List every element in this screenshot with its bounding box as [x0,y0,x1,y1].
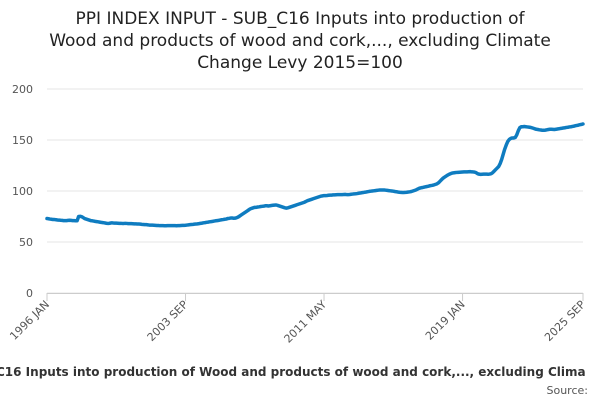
y-tick-label: 100 [12,185,33,198]
source: Source: [547,384,589,397]
y-tick-label: 150 [12,134,33,147]
y-tick-label: 200 [12,83,33,96]
chart-title: Change Levy 2015=100 [197,53,403,73]
chart-title: Wood and products of wood and cork,..., … [49,31,551,51]
x-tick-label: 1996 JAN [7,298,52,343]
caption: C16 Inputs into production of Wood and p… [0,365,586,379]
data-line [45,122,585,228]
x-tick-label: 2003 SEP [145,298,191,344]
chart-title: PPI INDEX INPUT - SUB_C16 Inputs into pr… [76,9,526,29]
x-tick-label: 2025 SEP [542,298,588,344]
y-tick-label: 50 [19,236,33,249]
x-tick-label: 2019 JAN [423,298,468,343]
x-tick-label: 2011 MAY [282,298,330,346]
y-tick-label: 0 [26,287,33,300]
